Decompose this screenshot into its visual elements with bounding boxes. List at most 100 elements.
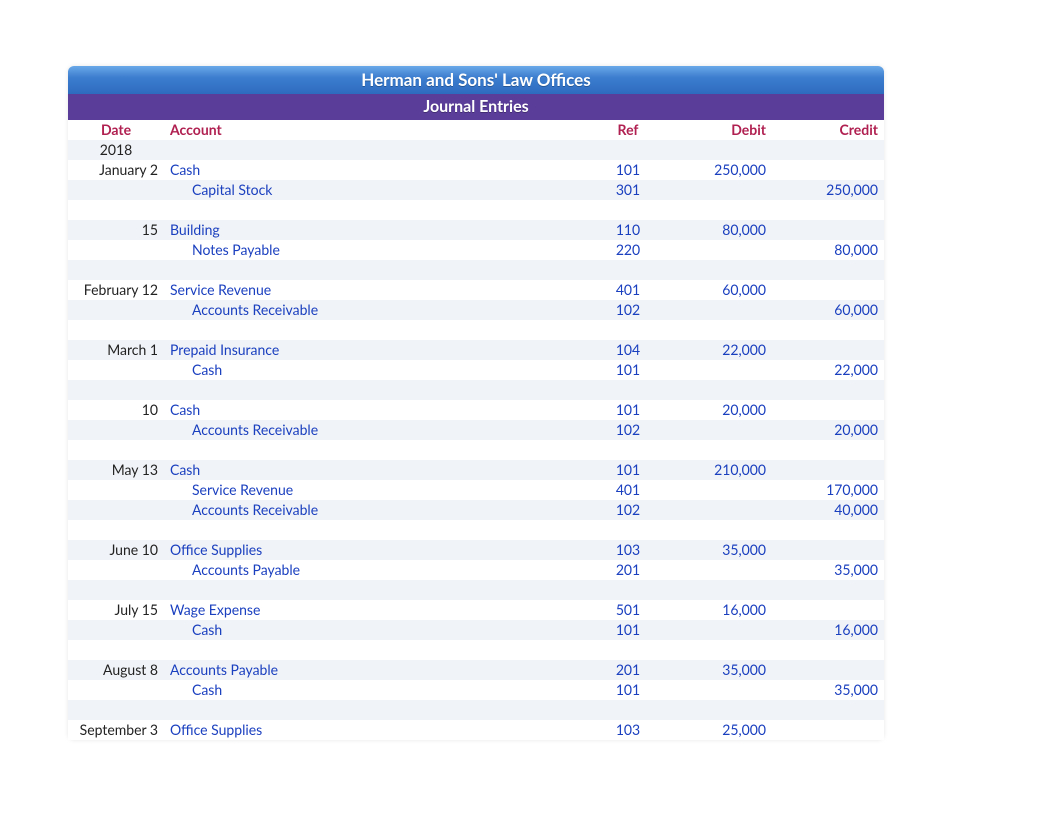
credit-cell xyxy=(772,340,884,360)
year-row: 2018 xyxy=(68,140,884,160)
ref-cell: 110 xyxy=(596,220,660,240)
ref-cell: 101 xyxy=(596,360,660,380)
date-cell xyxy=(68,180,164,200)
credit-cell xyxy=(772,660,884,680)
header-debit: Debit xyxy=(660,120,772,140)
debit-cell: 210,000 xyxy=(660,460,772,480)
date-cell xyxy=(68,560,164,580)
header-date: Date xyxy=(68,120,164,140)
date-cell: 15 xyxy=(68,220,164,240)
spacer-row xyxy=(68,640,884,660)
credit-cell: 250,000 xyxy=(772,180,884,200)
date-cell: May 13 xyxy=(68,460,164,480)
spacer-row xyxy=(68,700,884,720)
credit-cell: 22,000 xyxy=(772,360,884,380)
debit-cell: 35,000 xyxy=(660,660,772,680)
account-cell: Cash xyxy=(164,680,596,700)
ref-cell: 104 xyxy=(596,340,660,360)
debit-cell xyxy=(660,620,772,640)
date-cell: June 10 xyxy=(68,540,164,560)
date-cell xyxy=(68,360,164,380)
entry-row: July 15Wage Expense50116,000 xyxy=(68,600,884,620)
header-account: Account xyxy=(164,120,596,140)
entry-row: May 13Cash101210,000 xyxy=(68,460,884,480)
account-cell: Accounts Payable xyxy=(164,660,596,680)
debit-cell: 22,000 xyxy=(660,340,772,360)
entry-row: 10Cash10120,000 xyxy=(68,400,884,420)
ref-cell: 201 xyxy=(596,660,660,680)
account-cell: Cash xyxy=(164,360,596,380)
spacer-row xyxy=(68,380,884,400)
entry-row: Cash101 35,000 xyxy=(68,680,884,700)
ref-cell: 220 xyxy=(596,240,660,260)
entry-row: Cash101 22,000 xyxy=(68,360,884,380)
spacer-row xyxy=(68,580,884,600)
entry-row: August 8Accounts Payable20135,000 xyxy=(68,660,884,680)
journal-sheet: Herman and Sons' Law Offices Journal Ent… xyxy=(68,66,884,740)
debit-cell xyxy=(660,560,772,580)
date-cell xyxy=(68,620,164,640)
year-cell: 2018 xyxy=(68,140,164,160)
ref-cell: 401 xyxy=(596,280,660,300)
debit-cell xyxy=(660,180,772,200)
debit-cell: 25,000 xyxy=(660,720,772,740)
account-cell: Cash xyxy=(164,460,596,480)
entry-row: March 1Prepaid Insurance10422,000 xyxy=(68,340,884,360)
credit-cell: 170,000 xyxy=(772,480,884,500)
account-cell: Cash xyxy=(164,400,596,420)
account-cell: Capital Stock xyxy=(164,180,596,200)
account-cell: Wage Expense xyxy=(164,600,596,620)
credit-cell xyxy=(772,460,884,480)
credit-cell xyxy=(772,280,884,300)
date-cell: March 1 xyxy=(68,340,164,360)
header-ref: Ref xyxy=(596,120,660,140)
debit-cell xyxy=(660,480,772,500)
credit-cell: 40,000 xyxy=(772,500,884,520)
entry-row: Service Revenue401170,000 xyxy=(68,480,884,500)
entry-row: Accounts Receivable10220,000 xyxy=(68,420,884,440)
debit-cell xyxy=(660,360,772,380)
account-cell: Cash xyxy=(164,620,596,640)
debit-cell: 250,000 xyxy=(660,160,772,180)
ref-cell: 103 xyxy=(596,540,660,560)
date-cell xyxy=(68,680,164,700)
date-cell xyxy=(68,480,164,500)
ref-cell: 103 xyxy=(596,720,660,740)
debit-cell: 20,000 xyxy=(660,400,772,420)
entry-row: Notes Payable22080,000 xyxy=(68,240,884,260)
credit-cell xyxy=(772,160,884,180)
account-cell: Service Revenue xyxy=(164,280,596,300)
spacer-row xyxy=(68,320,884,340)
debit-cell: 80,000 xyxy=(660,220,772,240)
account-cell: Service Revenue xyxy=(164,480,596,500)
account-cell: Office Supplies xyxy=(164,720,596,740)
credit-cell: 16,000 xyxy=(772,620,884,640)
debit-cell: 35,000 xyxy=(660,540,772,560)
date-cell xyxy=(68,300,164,320)
report-subtitle: Journal Entries xyxy=(68,94,884,120)
credit-cell xyxy=(772,540,884,560)
entry-row: Accounts Receivable10260,000 xyxy=(68,300,884,320)
account-cell: Accounts Receivable xyxy=(164,500,596,520)
credit-cell: 20,000 xyxy=(772,420,884,440)
credit-cell: 35,000 xyxy=(772,680,884,700)
journal-table: Date Account Ref Debit Credit 2018 Janua… xyxy=(68,120,884,740)
debit-cell xyxy=(660,500,772,520)
date-cell: January 2 xyxy=(68,160,164,180)
credit-cell xyxy=(772,220,884,240)
ref-cell: 102 xyxy=(596,420,660,440)
ref-cell: 102 xyxy=(596,500,660,520)
ref-cell: 101 xyxy=(596,460,660,480)
ref-cell: 101 xyxy=(596,400,660,420)
credit-cell: 35,000 xyxy=(772,560,884,580)
account-cell: Office Supplies xyxy=(164,540,596,560)
entry-row: January 2Cash101250,000 xyxy=(68,160,884,180)
date-cell: February 12 xyxy=(68,280,164,300)
entry-row: June 10Office Supplies10335,000 xyxy=(68,540,884,560)
credit-cell: 80,000 xyxy=(772,240,884,260)
account-cell: Accounts Receivable xyxy=(164,300,596,320)
spacer-row xyxy=(68,260,884,280)
ref-cell: 101 xyxy=(596,680,660,700)
date-cell xyxy=(68,240,164,260)
account-cell: Accounts Payable xyxy=(164,560,596,580)
